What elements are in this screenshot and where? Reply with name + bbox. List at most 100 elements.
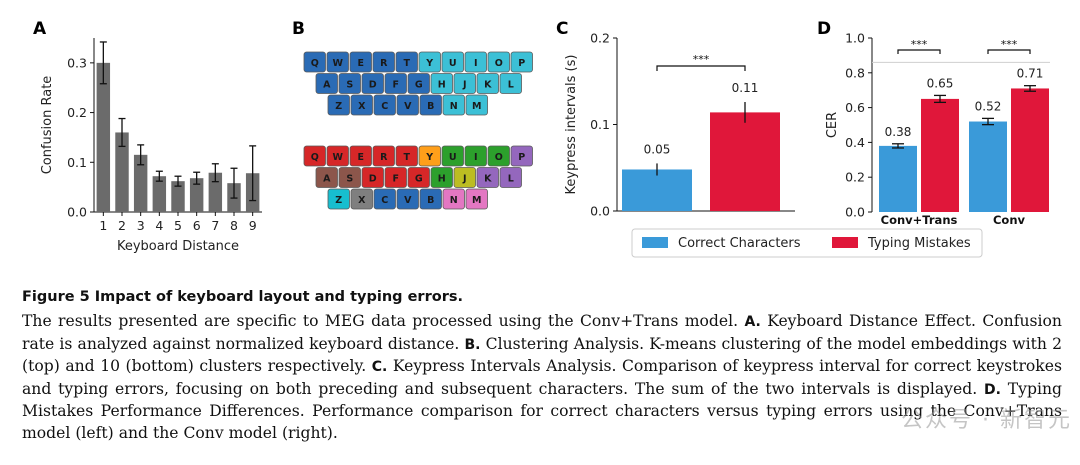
- data-label-c-1: 0.11: [732, 81, 759, 95]
- chart-a-confusion-rate: 0.0 0.1 0.2 0.3 1 2 3 4 5 6 7 8 9 Keyboard Distance Co…: [40, 38, 262, 254]
- key-label: F: [393, 174, 400, 185]
- key-q: [303, 145, 326, 167]
- caption-d-text: Typing Mistakes Performance Differences.…: [22, 379, 1062, 442]
- key-a: [315, 73, 338, 94]
- key-i: [464, 145, 487, 167]
- bar-a-6: [189, 178, 204, 212]
- legend-box: [631, 228, 983, 258]
- y-tick-label: 0.1: [590, 117, 610, 132]
- chart-c-keypress-intervals: 0.0 0.1 0.2 0.05 0.11 *** Keypress intervals (…: [564, 31, 795, 219]
- bar-c-mistakes: [710, 112, 780, 211]
- key-label: P: [518, 58, 525, 69]
- y-tick-label: 0.2: [590, 31, 610, 46]
- key-label: W: [333, 58, 344, 69]
- key-t: [395, 51, 418, 73]
- key-l: [499, 73, 522, 94]
- key-label: Y: [425, 58, 433, 69]
- significance-bracket-d-0: [897, 49, 941, 54]
- key-e: [349, 51, 372, 73]
- key-g: [407, 167, 430, 188]
- key-k: [476, 73, 499, 94]
- key-label: B: [427, 101, 434, 112]
- key-label: K: [484, 80, 492, 91]
- x-axis-title: Keyboard Distance: [117, 239, 239, 254]
- caption-a-text: Keyboard Distance Effect. Confusion rate…: [22, 312, 1062, 353]
- key-y: [418, 51, 441, 73]
- panel-letter-a: A: [33, 19, 47, 39]
- key-label: Z: [335, 195, 342, 206]
- data-label-c-0: 0.05: [644, 142, 671, 156]
- key-label: C: [381, 101, 388, 112]
- x-tick-label: 6: [193, 218, 201, 233]
- bar-c-correct: [622, 169, 692, 211]
- key-label: U: [449, 152, 457, 163]
- key-n: [442, 94, 465, 116]
- significance-bracket-d-1: [987, 49, 1031, 54]
- x-tick-label: 4: [155, 218, 163, 233]
- key-label: K: [484, 174, 492, 185]
- key-label: P: [518, 152, 525, 163]
- keyboard-2-clusters: Q W E R T Y U I O P A S D F G H J K L Z X C V B N M: [303, 51, 533, 116]
- caption-b-text: Clustering Analysis. K-means clustering …: [22, 334, 1062, 376]
- key-p: [510, 145, 533, 167]
- key-label: X: [358, 101, 366, 112]
- key-f: [384, 73, 407, 94]
- key-j: [453, 73, 476, 94]
- x-tick-label: 9: [249, 218, 257, 233]
- key-m: [465, 94, 488, 116]
- y-tick-label: 0.3: [67, 55, 87, 70]
- bar-a-4: [152, 176, 167, 212]
- key-s: [338, 167, 361, 188]
- key-i: [464, 51, 487, 73]
- y-axis-title: Confusion Rate: [40, 76, 55, 175]
- key-label: R: [380, 152, 388, 163]
- panel-letter-b: B: [292, 19, 305, 39]
- key-h: [430, 167, 453, 188]
- key-v: [396, 94, 419, 116]
- key-label: N: [450, 101, 458, 112]
- x-tick-label: 8: [230, 218, 238, 233]
- bar-a-5: [171, 181, 185, 212]
- bar-d-0-1: [921, 98, 959, 212]
- significance-label-d-0: ***: [911, 38, 928, 51]
- panel-letter-c: C: [556, 19, 568, 39]
- significance-label-c: ***: [693, 53, 710, 66]
- key-label: A: [323, 80, 331, 91]
- key-d: [361, 167, 384, 188]
- key-label: J: [462, 174, 467, 185]
- data-label-d-1-0: 0.52: [975, 99, 1002, 113]
- key-s: [338, 73, 361, 94]
- y-tick-label: 1.0: [845, 31, 865, 46]
- key-label: A: [323, 174, 331, 185]
- key-u: [441, 51, 464, 73]
- key-k: [476, 167, 499, 188]
- key-f: [384, 167, 407, 188]
- y-tick-label: 0.0: [67, 205, 87, 220]
- key-b: [419, 94, 442, 116]
- data-label-d-0-0: 0.38: [885, 125, 912, 139]
- data-label-d-0-1: 0.65: [927, 76, 954, 90]
- key-label: M: [472, 101, 481, 112]
- key-x: [350, 94, 373, 116]
- key-label: Y: [425, 152, 433, 163]
- x-tick-label: 3: [137, 218, 145, 233]
- key-m: [465, 188, 488, 210]
- y-tick-label: 0.2: [67, 105, 87, 120]
- key-label: O: [495, 152, 503, 163]
- caption-body: The results presented are specific to ME…: [22, 311, 1062, 444]
- key-e: [349, 145, 372, 167]
- bar-a-7: [208, 172, 223, 212]
- key-label: E: [358, 152, 365, 163]
- key-label: O: [495, 58, 503, 69]
- y-tick-label: 0.2: [845, 170, 865, 185]
- key-x: [350, 188, 373, 210]
- key-label: B: [427, 195, 434, 206]
- key-label: W: [333, 152, 344, 163]
- caption-b-label: B.: [464, 336, 481, 353]
- key-r: [372, 51, 395, 73]
- key-label: M: [472, 195, 481, 206]
- legend: Correct Characters Typing Mistakes: [631, 228, 983, 258]
- y-tick-label: 0.1: [67, 155, 87, 170]
- y-tick-label: 0.8: [845, 65, 865, 80]
- legend-label-0: Correct Characters: [678, 236, 801, 251]
